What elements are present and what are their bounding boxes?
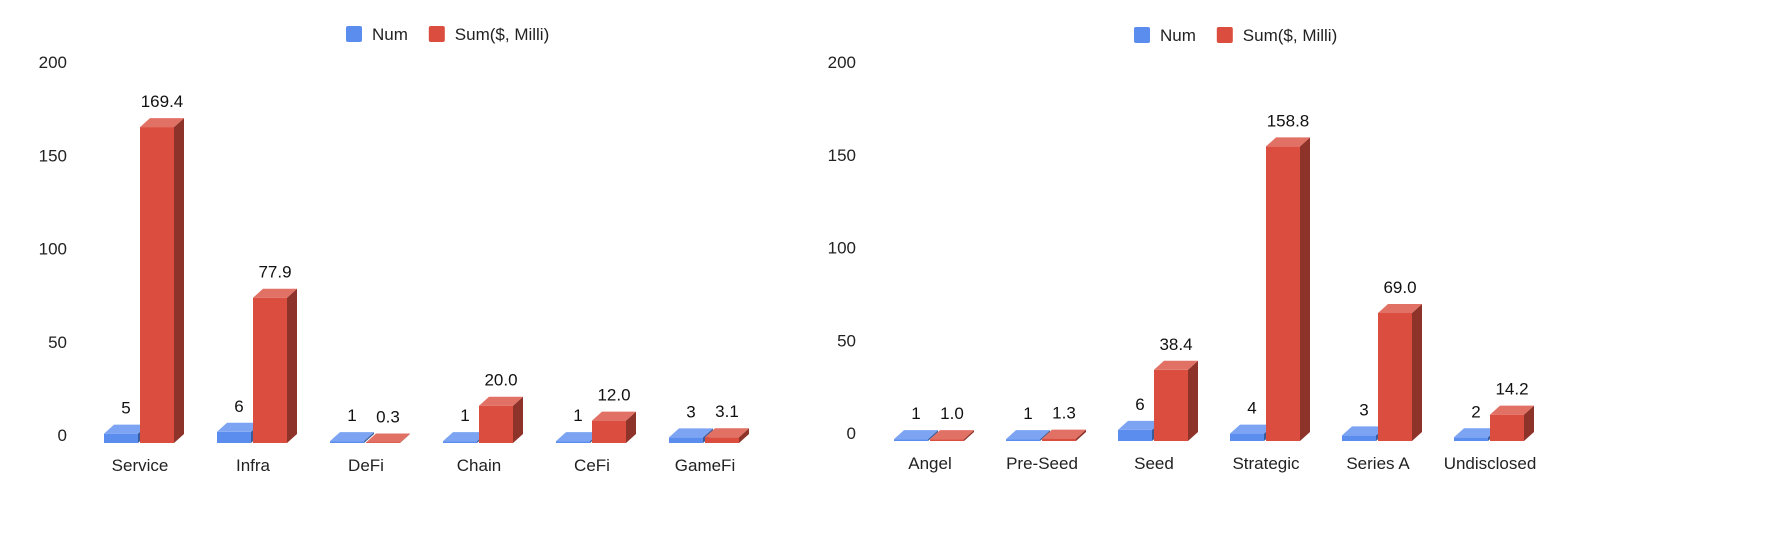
data-label: 1.0 (940, 404, 964, 423)
bar-sum (592, 411, 636, 443)
chart-panel-1: 0 50 100 150 200 Num Sum($, Milli) Service 5 169.… (39, 25, 749, 475)
legend-swatch-2 (428, 26, 445, 42)
legend-label-1: Num (372, 25, 408, 44)
data-label: 3 (1359, 400, 1368, 419)
y-tick-label: 0 (58, 426, 67, 445)
data-label: 20.0 (484, 371, 517, 390)
data-label: 1 (460, 406, 469, 425)
category-label: Strategic (1232, 454, 1300, 473)
y-tick-label: 150 (828, 146, 856, 165)
data-label: 0.3 (376, 407, 400, 426)
bar-sum (705, 428, 749, 443)
y-tick-label: 0 (847, 424, 856, 443)
bar-sum (1042, 429, 1086, 441)
data-label: 2 (1471, 402, 1480, 421)
data-label: 3 (686, 402, 695, 421)
bar-sum (1154, 360, 1198, 441)
data-label: 4 (1247, 399, 1256, 418)
data-label: 6 (234, 397, 243, 416)
data-label: 14.2 (1495, 380, 1528, 399)
category-label: Service (112, 456, 169, 475)
category-label: GameFi (675, 456, 735, 475)
bar-num (330, 432, 374, 443)
category-label: Infra (236, 456, 271, 475)
data-label: 38.4 (1159, 335, 1192, 354)
legend-label-2: Sum($, Milli) (455, 25, 549, 44)
category-label: CeFi (574, 456, 610, 475)
data-label: 77.9 (258, 263, 291, 282)
legend-swatch-1 (346, 26, 362, 42)
data-label: 6 (1135, 395, 1144, 414)
category-label: DeFi (348, 456, 384, 475)
data-label: 169.4 (141, 92, 184, 111)
legend-label-1: Num (1160, 26, 1196, 45)
data-label: 1 (911, 404, 920, 423)
data-label: 1 (347, 406, 356, 425)
data-label: 1 (573, 406, 582, 425)
bar-sum (479, 396, 523, 443)
bar-num (894, 430, 938, 441)
bar-sum (1490, 405, 1534, 441)
y-tick-label: 50 (48, 333, 67, 352)
data-label: 5 (121, 399, 130, 418)
data-label: 12.0 (597, 386, 630, 405)
y-tick-label: 50 (837, 331, 856, 350)
bar-sum (140, 118, 184, 443)
bar-sum (253, 288, 297, 443)
data-label: 1.3 (1052, 404, 1076, 423)
bar-sum (1266, 137, 1310, 441)
y-tick-label: 200 (39, 53, 67, 72)
category-label: Seed (1134, 454, 1174, 473)
legend-swatch-1 (1134, 27, 1150, 43)
chart-panel-2: 0 50 100 150 200 Num Sum($, Milli) Angel 1 1.0 Pre… (828, 26, 1537, 473)
data-label: 1 (1023, 404, 1032, 423)
bar-sum (930, 430, 974, 441)
y-tick-label: 100 (828, 239, 856, 258)
category-label: Pre-Seed (1006, 454, 1078, 473)
data-label: 69.0 (1383, 278, 1416, 297)
category-label: Undisclosed (1444, 454, 1537, 473)
data-label: 158.8 (1267, 111, 1310, 130)
bar-sum (1378, 304, 1422, 441)
y-tick-label: 150 (39, 146, 67, 165)
data-label: 3.1 (715, 402, 739, 421)
legend-label-2: Sum($, Milli) (1243, 26, 1337, 45)
category-label: Angel (908, 454, 951, 473)
y-tick-label: 200 (828, 53, 856, 72)
category-label: Series A (1346, 454, 1410, 473)
legend-swatch-2 (1216, 27, 1233, 43)
y-tick-label: 100 (39, 240, 67, 259)
category-label: Chain (457, 456, 501, 475)
bar-sum (366, 433, 410, 443)
